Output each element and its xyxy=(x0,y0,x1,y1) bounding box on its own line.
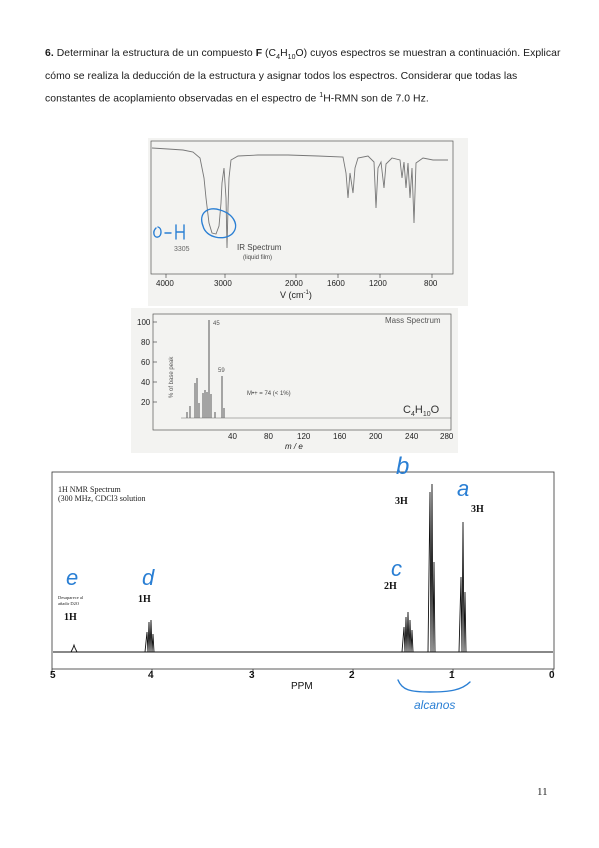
ms-xtick-40: 40 xyxy=(228,432,237,441)
problem-statement: 6. Determinar la estructura de un compue… xyxy=(45,44,565,109)
problem-text-1: Determinar la estructura de un compuesto xyxy=(53,48,256,59)
ir-frame xyxy=(150,140,454,275)
ms-background xyxy=(131,308,458,453)
ms-ytick-100: 100 xyxy=(137,318,151,327)
nmr-xtick-1: 1 xyxy=(449,670,455,681)
compound-letter: F xyxy=(255,48,263,59)
ms-molecular-ion: M•+ = 74 (< 1%) xyxy=(247,391,291,397)
nmr-integration-e: 1H xyxy=(64,612,77,623)
ir-tick-2000: 2000 xyxy=(285,279,303,288)
nmr-title-line1: 1H NMR Spectrum xyxy=(58,485,121,494)
problem-number: 6. xyxy=(45,48,54,59)
nmr-integration-a: 3H xyxy=(471,504,484,515)
ir-3305-label: 3305 xyxy=(174,246,190,253)
ms-ytick-80: 80 xyxy=(141,338,150,347)
ir-tick-800: 800 xyxy=(424,279,438,288)
nmr-xtick-3: 3 xyxy=(249,670,255,681)
ir-tick-1200: 1200 xyxy=(369,279,387,288)
problem-text-main: O) cuyos espectros se muestran a continu… xyxy=(45,48,561,105)
ir-background xyxy=(148,138,468,306)
nmr-peak-b xyxy=(427,483,436,653)
ms-ytick-20: 20 xyxy=(141,398,150,407)
oh-handwritten-label xyxy=(153,224,185,240)
formula-sub-4: 4 xyxy=(276,54,281,62)
page-number: 11 xyxy=(537,786,548,798)
ms-xtick-160: 160 xyxy=(333,432,347,441)
nmr-peak-d xyxy=(144,619,155,653)
ms-xtick-240: 240 xyxy=(405,432,419,441)
nmr-superscript: 1 xyxy=(319,92,324,100)
ms-ytick-60: 60 xyxy=(141,358,150,367)
ms-ytick-40: 40 xyxy=(141,378,150,387)
ms-frame xyxy=(152,313,452,431)
ir-tick-4000: 4000 xyxy=(156,279,174,288)
handwritten-letter-e: e xyxy=(66,565,78,590)
nmr-xtick-5: 5 xyxy=(50,670,56,681)
ms-xtick-120: 120 xyxy=(297,432,311,441)
nmr-handwritten-letters: e d c b a xyxy=(66,453,469,590)
ms-xtick-280: 280 xyxy=(440,432,454,441)
ir-spectrum: 3305 IR Spectrum (liquid film) 4000 3000… xyxy=(148,138,468,306)
ir-xlabel: V (cm-1) xyxy=(280,290,312,300)
nmr-peak-a xyxy=(458,521,467,653)
ms-xtick-200: 200 xyxy=(369,432,383,441)
ms-title: Mass Spectrum xyxy=(385,316,441,325)
ir-subtitle: (liquid film) xyxy=(243,255,272,261)
nmr-integration-d: 1H xyxy=(138,594,151,605)
mass-spectrum: Mass Spectrum % of base peak 100 80 60 4… xyxy=(131,308,458,453)
ms-peak-59-label: 59 xyxy=(218,368,225,374)
alkanes-brace-annotation xyxy=(397,679,471,693)
ms-ylabel: % of base peak xyxy=(169,356,175,398)
formula-sub-10: 10 xyxy=(287,54,296,62)
nmr-peaks xyxy=(53,483,553,653)
nmr-integration-c: 2H xyxy=(384,581,397,592)
ms-xtick-80: 80 xyxy=(264,432,273,441)
handwritten-letter-b: b xyxy=(396,453,409,480)
formula-prefix: (C xyxy=(262,48,277,59)
nmr-d2o-note-line2: añadir D2O xyxy=(58,601,80,606)
oh-circle-annotation xyxy=(201,208,237,239)
problem-text-2: H-RMN son de 7.0 Hz. xyxy=(323,93,429,105)
nmr-peak-e xyxy=(70,643,78,653)
handwritten-letter-c: c xyxy=(391,556,402,581)
nmr-xtick-4: 4 xyxy=(148,670,154,681)
nmr-d2o-note-line1: Desaparece al xyxy=(58,595,84,600)
formula-h: H xyxy=(280,48,288,59)
ir-tick-1600: 1600 xyxy=(327,279,345,288)
nmr-xtick-2: 2 xyxy=(349,670,355,681)
ir-tick-3000: 3000 xyxy=(214,279,232,288)
ir-title: IR Spectrum xyxy=(237,243,282,252)
nmr-frame xyxy=(51,471,555,670)
nmr-integration-b: 3H xyxy=(395,496,408,507)
ms-xlabel: m / e xyxy=(285,442,303,451)
ms-formula: C4H10O xyxy=(403,404,440,418)
alkanes-handwritten-note: alcanos xyxy=(414,698,455,712)
nmr-peak-c xyxy=(401,611,414,653)
handwritten-letter-d: d xyxy=(142,565,155,590)
ms-peak-45-label: 45 xyxy=(213,321,220,327)
nmr-title-line2: (300 MHz, CDCl3 solution xyxy=(58,494,146,503)
nmr-spectrum: 1H NMR Spectrum (300 MHz, CDCl3 solution… xyxy=(50,453,555,712)
nmr-xtick-0: 0 xyxy=(549,670,555,681)
ir-trace xyxy=(151,147,448,249)
handwritten-letter-a: a xyxy=(457,476,469,501)
nmr-xlabel: PPM xyxy=(291,681,313,692)
ms-peaks xyxy=(186,320,225,418)
